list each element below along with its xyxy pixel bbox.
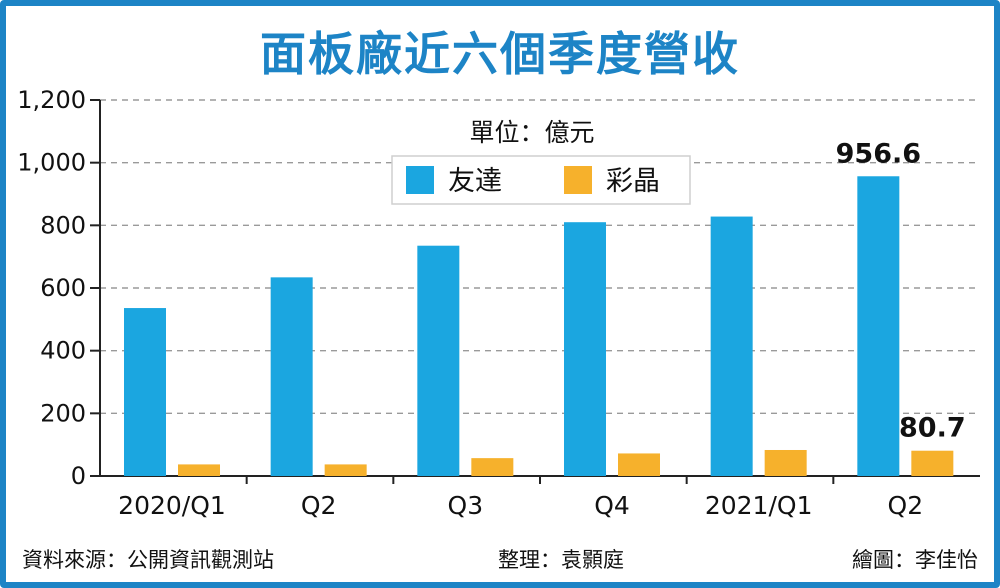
bar-auo bbox=[124, 308, 166, 476]
y-tick-label: 0 bbox=[71, 462, 86, 490]
legend-swatch bbox=[406, 166, 434, 194]
bar-auo bbox=[710, 216, 753, 476]
x-tick-label: 2021/Q1 bbox=[705, 491, 813, 520]
bar-auo bbox=[564, 222, 606, 476]
artist-credit: 繪圖：李佳怡 bbox=[852, 548, 978, 572]
y-tick-label: 200 bbox=[40, 399, 86, 427]
bar-auo bbox=[417, 245, 460, 476]
editor-credit: 整理：袁顥庭 bbox=[498, 548, 624, 572]
source-credit: 資料來源：公開資訊觀測站 bbox=[22, 548, 274, 572]
bar-hannstar bbox=[764, 449, 807, 476]
y-tick-label: 1,000 bbox=[17, 149, 86, 177]
x-tick-label: Q2 bbox=[301, 491, 337, 520]
bar-auo bbox=[857, 176, 900, 477]
y-tick-label: 1,200 bbox=[17, 86, 86, 114]
legend-box bbox=[391, 155, 691, 205]
legend-label: 彩晶 bbox=[606, 166, 660, 197]
bar-hannstar bbox=[471, 458, 514, 476]
legend-label: 友達 bbox=[448, 166, 502, 197]
x-tick-label: Q2 bbox=[888, 491, 924, 520]
bar-hannstar bbox=[618, 453, 660, 476]
bar-auo bbox=[270, 277, 313, 476]
data-label: 80.7 bbox=[899, 413, 966, 444]
unit-label: 單位：億元 bbox=[469, 118, 594, 147]
x-tick-label: Q4 bbox=[594, 491, 630, 520]
x-tick-label: Q3 bbox=[448, 491, 484, 520]
data-label: 956.6 bbox=[836, 138, 921, 169]
x-tick-label: 2020/Q1 bbox=[118, 491, 226, 520]
y-tick-label: 800 bbox=[40, 211, 86, 239]
legend-swatch bbox=[564, 166, 592, 194]
bar-hannstar bbox=[178, 464, 220, 476]
bar-hannstar bbox=[911, 450, 954, 476]
bar-hannstar bbox=[324, 464, 367, 476]
chart-title: 面板廠近六個季度營收 bbox=[260, 27, 740, 81]
y-tick-label: 600 bbox=[40, 274, 86, 302]
y-tick-label: 400 bbox=[40, 337, 86, 365]
